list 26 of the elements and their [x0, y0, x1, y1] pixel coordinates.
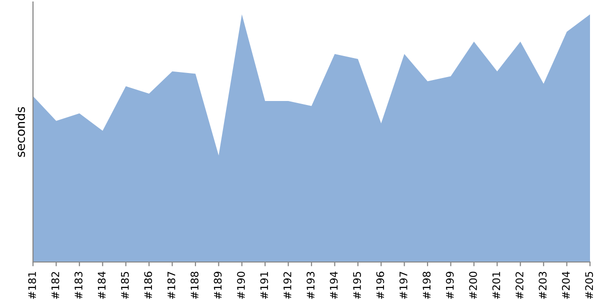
x-tick-label: #195 — [353, 272, 361, 299]
x-tick-label: #200 — [469, 272, 477, 299]
x-tick-label: #192 — [283, 272, 292, 299]
x-tick-label: #205 — [585, 272, 594, 299]
x-tick-label: #194 — [330, 272, 338, 299]
x-tick-label: #186 — [144, 272, 152, 299]
x-tick-label: #187 — [167, 272, 176, 299]
x-tick-label: #189 — [214, 272, 222, 299]
x-tick-label: #196 — [376, 272, 384, 299]
x-tick-label: #188 — [190, 272, 198, 299]
y-axis-title: seconds — [15, 107, 26, 157]
x-tick-label: #202 — [516, 272, 524, 299]
x-tick-label: #198 — [422, 272, 431, 299]
x-tick-label: #184 — [98, 272, 106, 299]
x-tick-label: #193 — [306, 272, 315, 299]
x-tick-label: #181 — [28, 272, 36, 299]
x-tick-label: #203 — [538, 272, 547, 299]
x-tick-label: #183 — [74, 272, 82, 299]
x-tick-label: #204 — [562, 272, 570, 299]
x-tick-label: #199 — [446, 272, 454, 299]
x-tick-label: #185 — [120, 272, 129, 299]
x-tick-label: #182 — [51, 272, 60, 299]
x-tick-label: #191 — [260, 272, 268, 299]
x-tick-label: #197 — [399, 272, 408, 299]
x-tick-label: #190 — [237, 272, 245, 299]
x-tick-label: #201 — [492, 272, 500, 299]
